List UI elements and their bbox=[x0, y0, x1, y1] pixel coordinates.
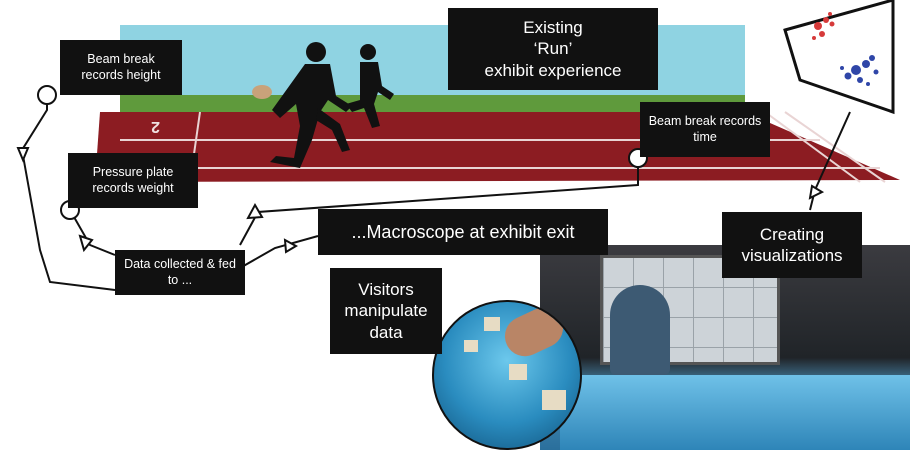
label-beam-time-text: Beam break records time bbox=[648, 113, 762, 144]
arrowhead bbox=[808, 184, 825, 200]
label-beam-height: Beam break records height bbox=[60, 40, 182, 95]
runner-adult-icon bbox=[270, 42, 352, 168]
label-data-collected: Data collected & fed to ... bbox=[115, 250, 245, 295]
lane-number: 2 bbox=[151, 118, 160, 135]
visitor-person bbox=[610, 285, 670, 375]
macroscope-photo bbox=[540, 245, 910, 450]
label-beam-time: Beam break records time bbox=[640, 102, 770, 157]
label-pressure-plate: Pressure plate records weight bbox=[68, 153, 198, 208]
label-existing-line-1: Existing bbox=[523, 18, 583, 38]
interactive-table bbox=[560, 375, 910, 450]
label-existing-line-2: ‘Run’ bbox=[533, 39, 573, 59]
label-visitors: Visitors manipulate data bbox=[330, 268, 442, 354]
label-beam-height-text: Beam break records height bbox=[81, 51, 161, 82]
label-visitors-text: Visitors manipulate data bbox=[344, 280, 428, 342]
label-data-collected-text: Data collected & fed to ... bbox=[124, 256, 236, 287]
data-block bbox=[542, 390, 566, 410]
chicken-icon bbox=[252, 85, 272, 99]
data-block bbox=[464, 340, 478, 352]
label-macroscope-text: ...Macroscope at exhibit exit bbox=[351, 221, 575, 242]
label-existing-line-3: exhibit experience bbox=[484, 60, 622, 80]
node-beam-height bbox=[37, 85, 57, 105]
label-existing-run: Existing ‘Run’ exhibit experience bbox=[448, 8, 658, 90]
runner-child-icon bbox=[346, 44, 394, 128]
data-block bbox=[484, 317, 500, 331]
label-macroscope: ...Macroscope at exhibit exit bbox=[318, 209, 608, 255]
arrowhead bbox=[246, 202, 264, 220]
connector-pressure-plate bbox=[69, 209, 116, 256]
label-creating-viz-text: Creating visualizations bbox=[741, 224, 843, 265]
arrowhead bbox=[16, 147, 30, 163]
scatter-red-cluster bbox=[812, 12, 835, 40]
tabletop-inset-photo bbox=[432, 300, 582, 450]
arrowhead bbox=[283, 238, 299, 254]
connector-macroscope bbox=[239, 235, 319, 269]
track-finish-line bbox=[764, 111, 861, 183]
label-creating-viz: Creating visualizations bbox=[722, 212, 862, 278]
connector-beam-time bbox=[239, 160, 639, 246]
arrowhead bbox=[78, 234, 94, 253]
data-block bbox=[509, 364, 527, 380]
label-pressure-plate-text: Pressure plate records weight bbox=[92, 164, 174, 195]
connector-beam-height bbox=[20, 95, 116, 291]
scatter-blue-cluster bbox=[840, 55, 879, 86]
